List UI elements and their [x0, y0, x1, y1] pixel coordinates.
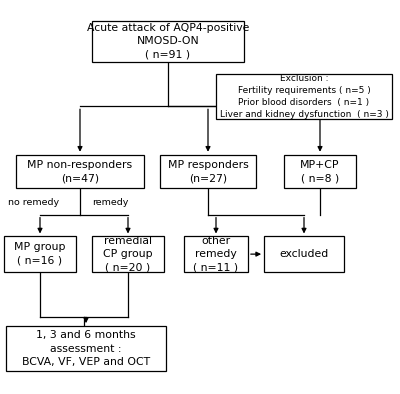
FancyBboxPatch shape	[4, 236, 76, 272]
Text: no remedy: no remedy	[8, 198, 60, 207]
Text: excluded: excluded	[279, 249, 329, 259]
FancyBboxPatch shape	[264, 236, 344, 272]
Text: other
remedy
( n=11 ): other remedy ( n=11 )	[194, 236, 238, 273]
Text: MP non-responders
(n=47): MP non-responders (n=47)	[28, 160, 132, 183]
Text: remedy: remedy	[92, 198, 128, 207]
FancyBboxPatch shape	[6, 326, 166, 371]
Text: Acute attack of AQP4-positive
NMOSD-ON
( n=91 ): Acute attack of AQP4-positive NMOSD-ON (…	[87, 23, 249, 60]
Text: MP responders
(n=27): MP responders (n=27)	[168, 160, 248, 183]
Text: MP group
( n=16 ): MP group ( n=16 )	[14, 242, 66, 266]
FancyBboxPatch shape	[216, 74, 392, 119]
Text: 1, 3 and 6 months
assessment :
BCVA, VF, VEP and OCT: 1, 3 and 6 months assessment : BCVA, VF,…	[22, 330, 150, 367]
FancyBboxPatch shape	[284, 155, 356, 188]
Text: remedial
CP group
( n=20 ): remedial CP group ( n=20 )	[103, 236, 153, 273]
Text: MP+CP
( n=8 ): MP+CP ( n=8 )	[300, 160, 340, 183]
FancyBboxPatch shape	[92, 21, 244, 62]
Text: Exclusion :
Fertility requirements ( n=5 )
Prior blood disorders  ( n=1 )
Liver : Exclusion : Fertility requirements ( n=5…	[220, 74, 388, 119]
FancyBboxPatch shape	[16, 155, 144, 188]
FancyBboxPatch shape	[184, 236, 248, 272]
FancyBboxPatch shape	[160, 155, 256, 188]
FancyBboxPatch shape	[92, 236, 164, 272]
